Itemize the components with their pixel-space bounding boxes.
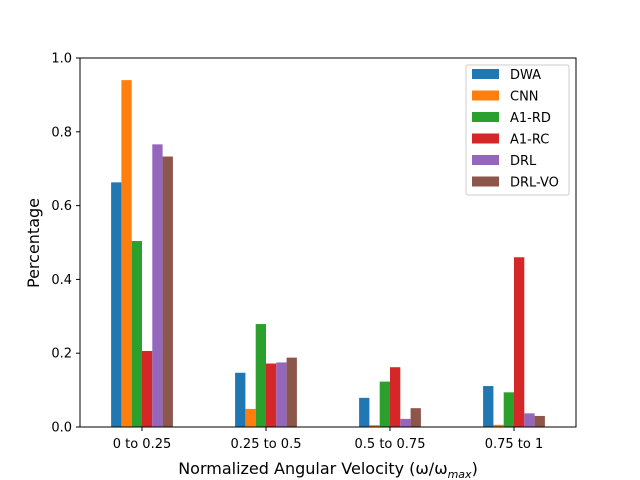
- bar-a1-rd-2: [255, 324, 266, 427]
- bar-a1-rd-4: [503, 392, 514, 427]
- legend: DWA CNN A1-RD A1-RC DRL DRL-VO: [465, 64, 570, 196]
- legend-swatch-a1-rd: [472, 112, 499, 122]
- bar-drl-3: [400, 418, 411, 427]
- legend-swatch-drl: [472, 155, 499, 165]
- x-axis: 0 to 0.25 0.25 to 0.5 0.5 to 0.75 0.75 to 1: [113, 427, 544, 452]
- y-tick-label: 0.0: [51, 421, 72, 436]
- bar-cnn-1: [121, 80, 132, 427]
- y-tick-label: 0.4: [51, 273, 72, 288]
- legend-label-dwa: DWA: [510, 68, 541, 83]
- bar-dwa-2: [235, 372, 246, 427]
- bar-a1-rd-3: [379, 381, 390, 427]
- bar-cnn-4: [493, 424, 504, 427]
- x-tick-label: 0.75 to 1: [485, 437, 544, 452]
- bars-group: [111, 80, 545, 427]
- bar-a1-rc-1: [142, 350, 153, 427]
- legend-swatch-a1-rc: [472, 133, 499, 144]
- x-tick-label: 0.25 to 0.5: [231, 437, 302, 452]
- bar-drl-4: [524, 413, 535, 427]
- legend-swatch-drl-vo: [472, 176, 499, 187]
- y-axis-label: Percentage: [24, 198, 43, 288]
- bar-dwa-1: [111, 182, 122, 427]
- legend-label-drl: DRL: [510, 154, 537, 169]
- y-tick-label: 0.8: [51, 125, 72, 140]
- plot-frame: [79, 57, 577, 428]
- legend-label-a1-rd: A1-RD: [510, 111, 551, 126]
- legend-label-a1-rc: A1-RC: [510, 133, 549, 148]
- legend-swatch-dwa: [472, 69, 499, 79]
- x-tick-label: 0 to 0.25: [113, 437, 172, 452]
- x-axis-label-subscript: max: [448, 468, 472, 480]
- y-axis: 0.0 0.2 0.4 0.6 0.8 1.0: [51, 52, 80, 436]
- legend-label-drl-vo: DRL-VO: [510, 176, 559, 191]
- bar-cnn-2: [245, 408, 256, 427]
- x-tick-label: 0.5 to 0.75: [355, 437, 426, 452]
- x-axis-label: Normalized Angular Velocity (ω/ωmax): [178, 459, 478, 480]
- bar-dwa-3: [359, 397, 370, 427]
- bar-a1-rd-1: [131, 241, 142, 427]
- y-tick-label: 0.2: [51, 347, 72, 362]
- legend-label-cnn: CNN: [510, 90, 539, 105]
- bar-a1-rc-4: [514, 257, 525, 427]
- bar-a1-rc-2: [266, 363, 277, 427]
- bar-drl-1: [152, 144, 163, 427]
- bar-drl-vo-4: [534, 415, 545, 427]
- bar-dwa-4: [483, 386, 494, 427]
- bar-drl-vo-1: [162, 156, 173, 427]
- x-axis-label-close: ): [472, 459, 478, 478]
- y-tick-label: 1.0: [51, 52, 72, 67]
- bar-drl-2: [276, 362, 287, 427]
- bar-a1-rc-3: [390, 367, 401, 427]
- x-axis-label-main: Normalized Angular Velocity (ω/ω: [178, 459, 447, 478]
- bar-drl-vo-3: [410, 408, 421, 427]
- legend-swatch-cnn: [472, 90, 499, 101]
- y-tick-label: 0.6: [51, 199, 72, 214]
- bar-drl-vo-2: [286, 357, 297, 427]
- bar-cnn-3: [369, 425, 380, 427]
